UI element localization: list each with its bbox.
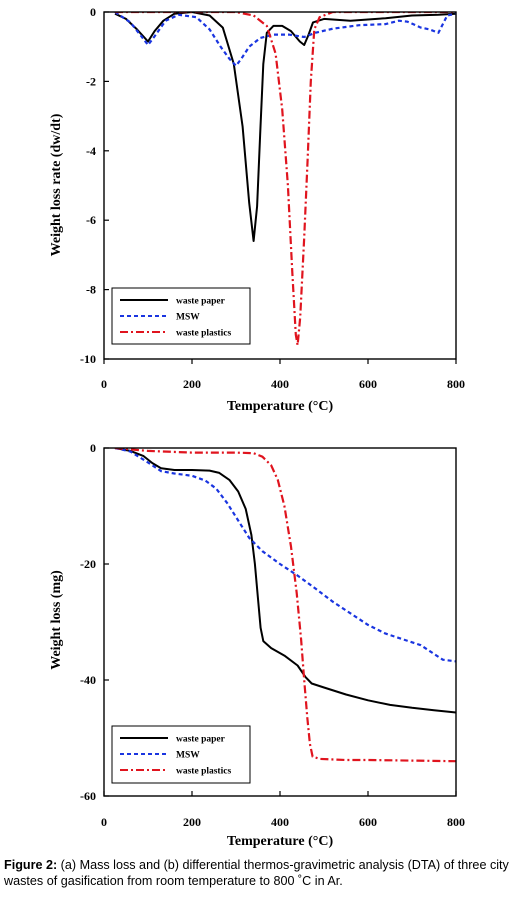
chart-b-legend-label-msw: MSW	[176, 751, 200, 761]
chart-a-x-tick-label: 800	[447, 377, 465, 391]
caption-label: Figure 2:	[4, 858, 58, 872]
chart-a-x-axis-title: Temperature (°C)	[227, 399, 334, 414]
chart-b-series-group	[114, 448, 456, 763]
chart-b-y-tick-label: 0	[90, 441, 96, 455]
chart-a-y-tick-label: 0	[90, 5, 96, 19]
chart-b-series-waste-paper	[114, 448, 456, 714]
chart-b-series-waste-plastics	[114, 448, 456, 763]
chart-b-y-tick-label: -40	[80, 673, 96, 687]
chart-b-y-tick-label: -20	[80, 557, 96, 571]
chart-b-legend-label-waste-paper: waste paper	[176, 735, 226, 745]
chart-a-y-tick-label: -8	[86, 283, 96, 297]
chart-b-x-tick-label: 200	[183, 815, 201, 829]
chart-b-x-tick-label: 400	[271, 815, 289, 829]
chart-b-legend: waste paper MSW waste plastics	[111, 725, 251, 784]
chart-a-legend-label-waste-paper: waste paper	[176, 297, 226, 307]
caption-text: (a) Mass loss and (b) differential therm…	[4, 858, 509, 888]
chart-a-series-waste-paper	[114, 12, 456, 242]
chart-a: 0 200 400 600 800 0 -2 -4 -6 -8 -10 Temperature (°C…	[49, 5, 465, 414]
chart-a-x-tick-label: 400	[271, 377, 289, 391]
chart-b-y-axis-title: Weight loss (mg)	[49, 570, 64, 670]
chart-b-y-tick-label: -60	[80, 789, 96, 803]
chart-a-x-tick-label: 0	[101, 377, 107, 391]
chart-b-x-tick-label: 600	[359, 815, 377, 829]
chart-a-y-tick-label: -2	[86, 74, 96, 88]
chart-b: 0 200 400 600 800 0 -20 -40 -60 Temperature (°C) W…	[49, 441, 465, 849]
chart-b-series-msw	[114, 448, 456, 663]
figure-caption: Figure 2: (a) Mass loss and (b) differen…	[4, 857, 520, 889]
chart-b-x-tick-label: 0	[101, 815, 107, 829]
chart-a-series-msw	[114, 12, 456, 67]
chart-b-x-axis-title: Temperature (°C)	[227, 834, 334, 849]
chart-a-series-group	[114, 12, 456, 347]
chart-a-x-tick-label: 200	[183, 377, 201, 391]
chart-a-series-waste-plastics	[115, 12, 456, 347]
chart-a-legend-label-waste-plastics: waste plastics	[176, 329, 231, 339]
chart-a-legend-label-msw: MSW	[176, 313, 200, 323]
chart-b-legend-label-waste-plastics: waste plastics	[176, 767, 231, 777]
chart-a-x-tick-label: 600	[359, 377, 377, 391]
chart-a-y-axis-title: Weight loss rate (dw/dt)	[49, 113, 64, 256]
chart-b-x-tick-label: 800	[447, 815, 465, 829]
chart-a-y-tick-label: -10	[80, 352, 96, 366]
chart-a-legend: waste paper MSW waste plastics	[111, 287, 251, 345]
chart-a-y-tick-label: -4	[86, 144, 96, 158]
chart-a-y-tick-label: -6	[86, 213, 96, 227]
